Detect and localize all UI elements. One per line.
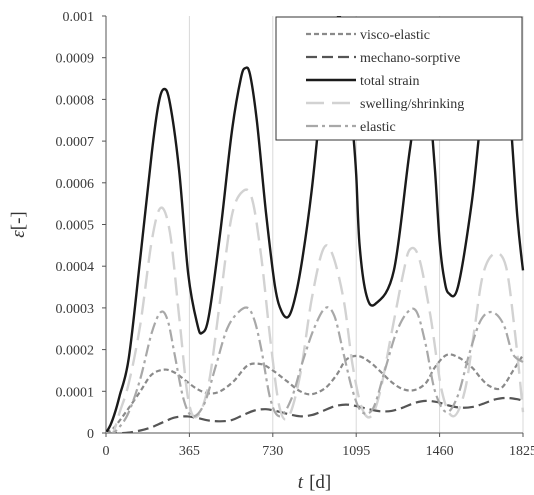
- x-axis-label: t [d]: [298, 472, 331, 493]
- legend-label: elastic: [360, 120, 396, 135]
- y-tick-label: 0.001: [63, 10, 95, 25]
- x-tick-label: 365: [179, 444, 200, 459]
- series-layer: [106, 16, 525, 433]
- series-elastic: [106, 306, 524, 433]
- x-tick-label: 1460: [426, 444, 454, 459]
- x-tick-labels: 0 365 730 1095 1460 1825: [103, 433, 534, 459]
- series-mechano-sorptive: [106, 396, 524, 433]
- legend-label: swelling/shrinking: [360, 97, 464, 112]
- y-tick-label: 0.0002: [56, 344, 95, 359]
- y-axis-symbol: ε: [8, 230, 29, 238]
- legend-box: [275, 16, 523, 141]
- y-tick-label: 0.0005: [56, 219, 95, 234]
- series-total-strain: [106, 16, 525, 433]
- y-tick-label: 0.0001: [56, 385, 95, 400]
- y-tick-label: 0.0007: [56, 135, 95, 150]
- y-tick-label: 0.0003: [56, 302, 95, 317]
- y-tick-label: 0.0008: [56, 93, 95, 108]
- x-tick-label: 1825: [509, 444, 534, 459]
- y-tick-label: 0.0006: [56, 177, 95, 192]
- series-swelling-shrinking: [106, 188, 525, 433]
- x-tick-label: 0: [103, 444, 110, 459]
- y-axis-unit: [-]: [8, 211, 29, 230]
- x-tick-label: 730: [262, 444, 283, 459]
- y-tick-label: 0.0004: [56, 260, 95, 275]
- y-tick-labels: 0 0.0001 0.0002 0.0003 0.0004 0.0005 0.0006 0.0…: [56, 10, 106, 442]
- legend-label: total strain: [360, 74, 420, 89]
- series-visco-elastic: [106, 353, 524, 433]
- y-tick-label: 0.0009: [56, 52, 95, 67]
- y-axis-label: ε[-]: [8, 211, 29, 237]
- legend: visco-elastic mechano-sorptive total strai…: [275, 16, 523, 141]
- legend-label: visco-elastic: [360, 28, 430, 43]
- x-axis-unit: [d]: [309, 472, 331, 493]
- x-axis-symbol: t: [298, 472, 304, 493]
- y-tick-label: 0: [87, 427, 94, 442]
- legend-label: mechano-sorptive: [360, 51, 460, 66]
- x-tick-label: 1095: [342, 444, 370, 459]
